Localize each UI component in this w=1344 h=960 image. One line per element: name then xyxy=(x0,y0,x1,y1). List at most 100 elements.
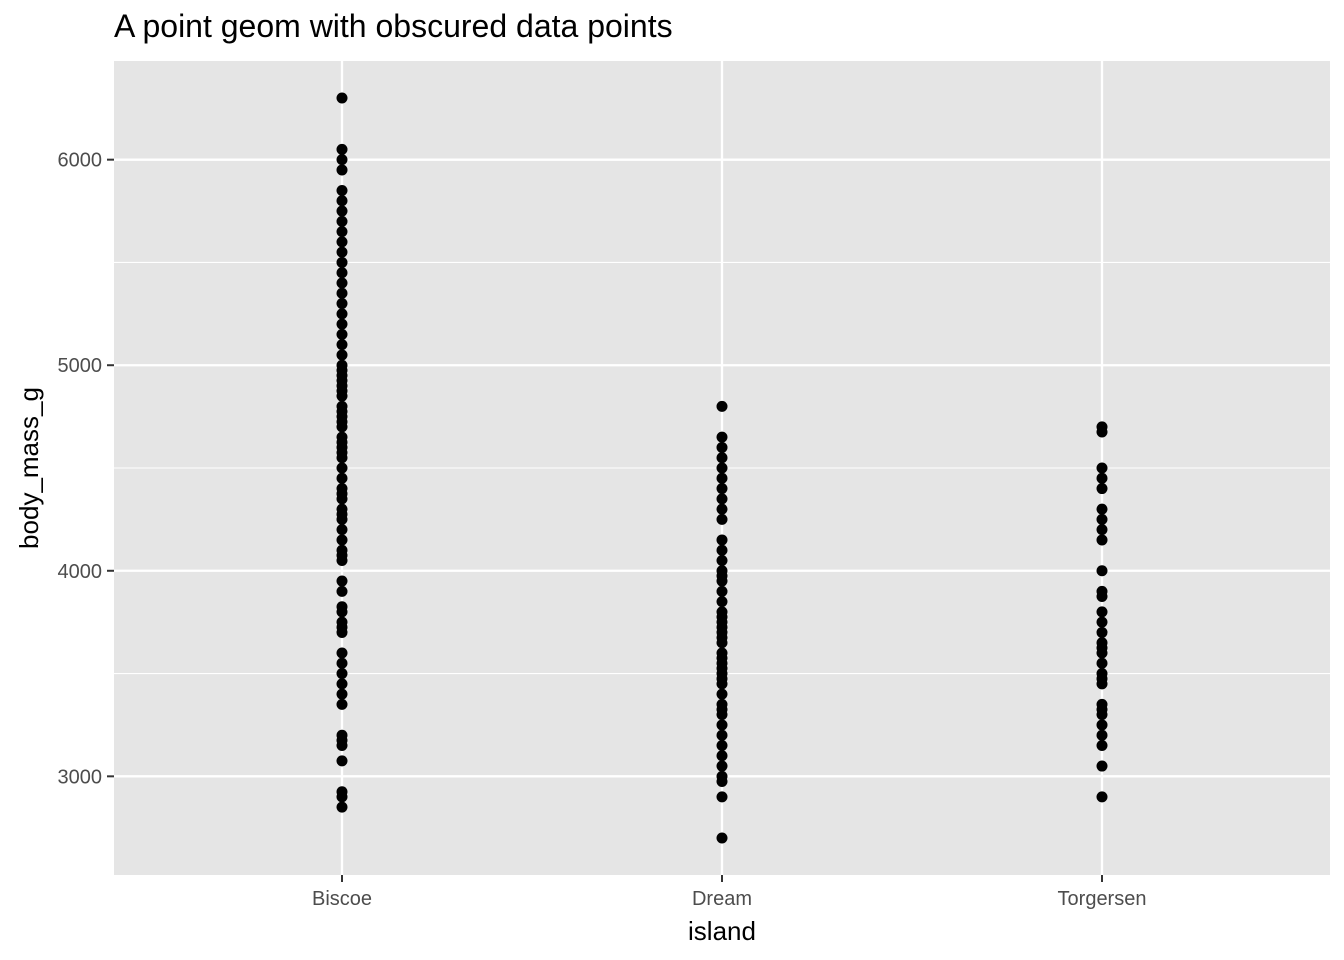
data-point xyxy=(336,359,348,371)
data-point xyxy=(336,755,348,767)
data-point xyxy=(336,215,348,227)
data-point xyxy=(336,164,348,176)
data-point xyxy=(1096,637,1108,649)
data-point xyxy=(716,585,728,597)
data-point xyxy=(336,801,348,813)
data-point xyxy=(336,472,348,484)
data-point xyxy=(336,431,348,443)
data-point xyxy=(716,791,728,803)
data-point xyxy=(716,729,728,741)
data-point xyxy=(336,267,348,279)
data-point xyxy=(716,596,728,608)
data-point xyxy=(716,534,728,546)
data-point xyxy=(1096,483,1108,495)
data-point xyxy=(716,770,728,782)
data-point xyxy=(336,503,348,515)
x-axis: Biscoe Dream Torgersen xyxy=(312,875,1146,910)
data-point xyxy=(716,750,728,762)
data-point xyxy=(1096,668,1108,680)
data-point xyxy=(336,205,348,217)
chart-title: A point geom with obscured data points xyxy=(114,8,673,44)
data-point xyxy=(336,154,348,166)
y-tick-label: 5000 xyxy=(58,355,103,377)
data-point xyxy=(336,668,348,680)
data-point xyxy=(336,92,348,104)
data-point xyxy=(1096,585,1108,597)
data-point xyxy=(336,400,348,412)
data-point xyxy=(716,493,728,505)
y-tick-label: 3000 xyxy=(58,766,103,788)
data-point xyxy=(1096,740,1108,751)
data-point xyxy=(336,647,348,659)
data-points xyxy=(336,92,1108,844)
data-point xyxy=(336,786,348,798)
data-point xyxy=(716,555,728,566)
data-point xyxy=(716,462,728,474)
x-axis-title: island xyxy=(688,916,756,946)
data-point xyxy=(336,349,348,361)
data-point xyxy=(1096,791,1108,803)
data-point xyxy=(336,678,348,690)
y-tick-label: 4000 xyxy=(58,561,103,583)
data-point xyxy=(716,441,728,453)
data-point xyxy=(336,524,348,536)
data-point xyxy=(336,185,348,196)
data-point xyxy=(1096,698,1108,710)
data-point xyxy=(336,544,348,556)
x-tick-label: Dream xyxy=(692,888,752,910)
data-point xyxy=(1096,421,1108,433)
data-point xyxy=(716,565,728,577)
data-point xyxy=(336,698,348,710)
data-point xyxy=(716,719,728,731)
data-point xyxy=(716,431,728,443)
data-point xyxy=(716,606,728,618)
data-point xyxy=(1096,729,1108,741)
data-point xyxy=(1096,524,1108,536)
data-point xyxy=(716,688,728,700)
data-point xyxy=(716,472,728,484)
data-point xyxy=(336,534,348,546)
data-point xyxy=(1096,534,1108,546)
data-point xyxy=(336,308,348,320)
data-point xyxy=(1096,503,1108,515)
data-point xyxy=(716,698,728,710)
data-point xyxy=(1096,760,1108,772)
y-axis-title: body_mass_g xyxy=(14,387,44,549)
data-point xyxy=(716,400,728,412)
data-point xyxy=(336,318,348,330)
data-point xyxy=(716,832,728,844)
data-point xyxy=(336,226,348,238)
data-point xyxy=(336,616,348,628)
data-point xyxy=(336,328,348,340)
data-point xyxy=(716,647,728,659)
data-point xyxy=(716,513,728,525)
data-point xyxy=(1096,472,1108,484)
data-point xyxy=(336,462,348,474)
data-point xyxy=(336,143,348,155)
data-point xyxy=(336,688,348,700)
data-point xyxy=(1096,462,1108,474)
data-point xyxy=(336,256,348,268)
data-point xyxy=(716,483,728,495)
data-point xyxy=(716,740,728,751)
data-point xyxy=(716,452,728,464)
data-point xyxy=(336,601,348,613)
data-point xyxy=(336,483,348,495)
data-point xyxy=(716,544,728,556)
data-point xyxy=(336,277,348,289)
data-point xyxy=(336,236,348,248)
data-point xyxy=(336,657,348,669)
y-tick-label: 6000 xyxy=(58,150,103,172)
data-point xyxy=(1096,565,1108,577)
data-point xyxy=(1096,513,1108,525)
data-point xyxy=(1096,657,1108,669)
data-point xyxy=(1096,719,1108,731)
data-point xyxy=(336,246,348,258)
y-axis: 3000 4000 5000 6000 xyxy=(58,150,114,788)
data-point xyxy=(336,729,348,741)
data-point xyxy=(336,585,348,597)
data-point xyxy=(1096,606,1108,618)
x-tick-label: Torgersen xyxy=(1058,888,1147,910)
data-point xyxy=(1096,626,1108,638)
